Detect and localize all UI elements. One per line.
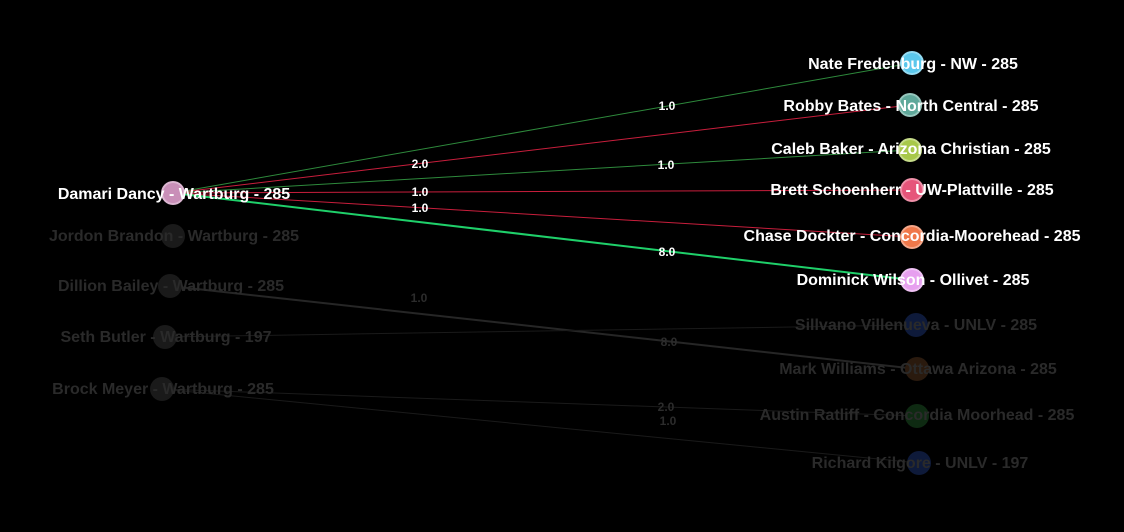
edge-weight-label: 2.0 <box>657 400 675 414</box>
node-brett[interactable] <box>900 178 924 202</box>
edge-weight-label: 1.0 <box>657 158 675 172</box>
edge-damari-robby <box>172 104 911 194</box>
node-label-mark: Mark Williams - Ottawa Arizona - 285 <box>779 361 1057 378</box>
node-label-damari: Damari Dancy - Wartburg - 285 <box>57 186 291 203</box>
node-label-nate: Nate Fredenburg - NW - 285 <box>808 56 1018 73</box>
edge-seth-sillvano <box>164 324 917 338</box>
node-label-robby: Robby Bates - North Central - 285 <box>783 98 1039 115</box>
node-label-seth: Seth Butler - Wartburg - 197 <box>60 329 272 346</box>
node-label-caleb: Caleb Baker - Arizona Christian - 285 <box>771 141 1051 158</box>
node-chase[interactable] <box>900 225 924 249</box>
edge-weight-label: 8.0 <box>658 245 676 259</box>
node-label-sillvano: Sillvano Villenueva - UNLV - 285 <box>794 317 1038 334</box>
node-dominick[interactable] <box>900 268 924 292</box>
node-seth[interactable] <box>153 325 177 349</box>
node-robby[interactable] <box>898 93 922 117</box>
edge-damari-brett <box>172 189 913 194</box>
edge-weight-label: 1.0 <box>411 185 429 199</box>
node-label-richard: Richard Kilgore - UNLV - 197 <box>811 455 1029 472</box>
edge-brock-richard <box>161 388 920 464</box>
node-sillvano[interactable] <box>904 313 928 337</box>
edge-weight-label: 1.0 <box>658 99 676 113</box>
node-label-dominick: Dominick Wilson - Ollivet - 285 <box>796 272 1030 289</box>
edge-weight-label: 1.0 <box>659 414 677 428</box>
node-richard[interactable] <box>907 451 931 475</box>
node-caleb[interactable] <box>898 138 922 162</box>
node-austin[interactable] <box>905 404 929 428</box>
node-label-austin: Austin Ratliff - Concordia Moorhead - 28… <box>759 407 1075 424</box>
edge-weight-label: 2.0 <box>411 157 429 171</box>
edge-damari-caleb <box>172 149 911 194</box>
edge-weight-label: 1.0 <box>410 291 428 305</box>
edge-weight-label: 1.0 <box>411 201 429 215</box>
edge-weight-label: 8.0 <box>660 335 678 349</box>
node-damari[interactable] <box>161 181 185 205</box>
edge-brock-austin <box>161 388 918 417</box>
node-label-dillion: Dillion Bailey - Wartburg - 285 <box>57 278 285 295</box>
node-label-brett: Brett Schoenherr - UW-Plattville - 285 <box>770 182 1054 199</box>
node-jordon[interactable] <box>161 224 185 248</box>
edge-damari-nate <box>172 62 913 194</box>
node-label-jordon: Jordon Brandon - Wartburg - 285 <box>48 228 300 245</box>
node-label-chase: Chase Dockter - Concordia-Moorehead - 28… <box>743 228 1081 245</box>
node-mark[interactable] <box>905 357 929 381</box>
edge-dillion-mark <box>169 285 918 370</box>
node-dillion[interactable] <box>158 274 182 298</box>
node-label-brock: Brock Meyer - Wartburg - 285 <box>52 381 274 398</box>
edge-damari-chase <box>172 192 913 238</box>
node-brock[interactable] <box>150 377 174 401</box>
edge-damari-dominick <box>172 192 913 281</box>
node-nate[interactable] <box>900 51 924 75</box>
